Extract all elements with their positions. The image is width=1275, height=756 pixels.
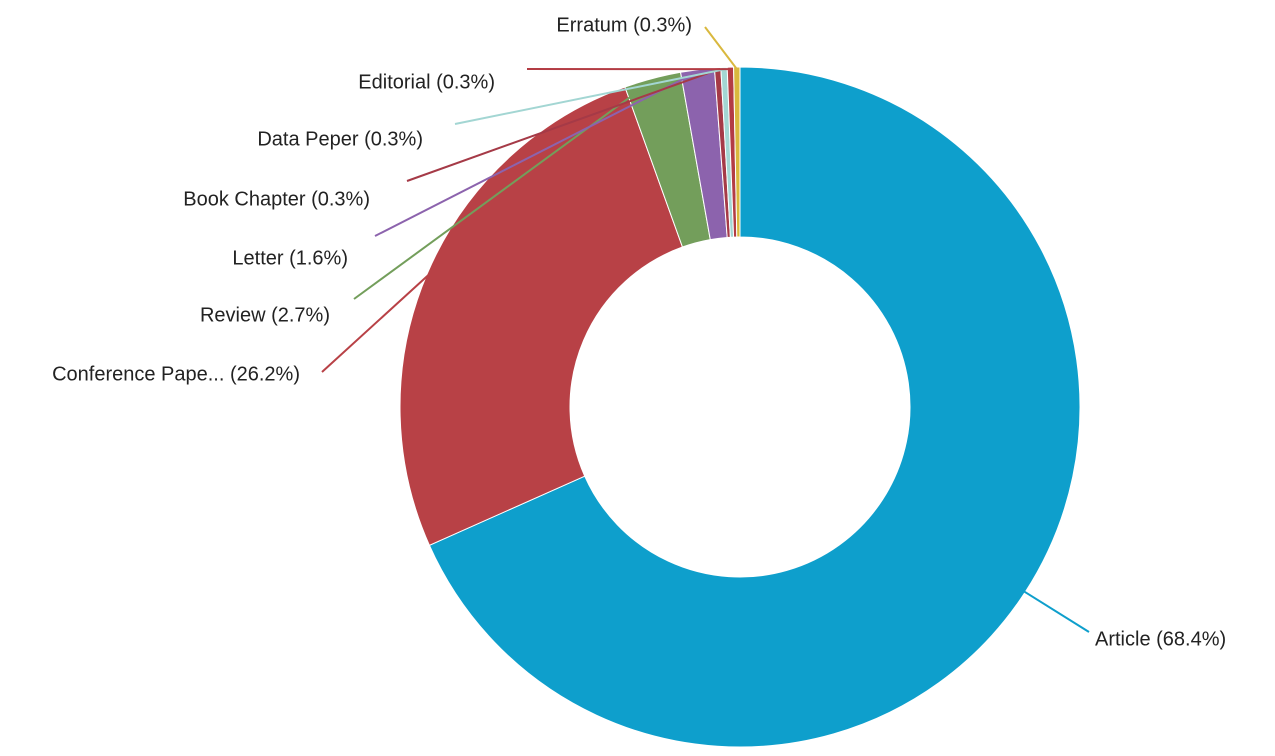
label-review: Review (2.7%) [200, 304, 330, 326]
leader-line-article [1022, 590, 1090, 633]
leader-line-review [353, 79, 654, 300]
label-article: Article (68.4%) [1095, 628, 1226, 650]
leader-line-conference-paper [321, 273, 430, 373]
labels-layer: Article (68.4%) Conference Pape... (26.2%… [52, 14, 1226, 650]
label-book-chapter: Book Chapter (0.3%) [183, 188, 370, 210]
label-letter: Letter (1.6%) [232, 247, 348, 269]
slices-layer [399, 66, 1081, 748]
leader-line-erratum [704, 26, 738, 70]
label-data-peper: Data Peper (0.3%) [257, 128, 423, 150]
slice-conference-paper [399, 86, 684, 546]
leader-lines-layer [321, 26, 1090, 633]
label-editorial: Editorial (0.3%) [358, 71, 495, 93]
slice-article [428, 66, 1081, 748]
leader-line-data-peper [454, 68, 725, 125]
leader-line-book-chapter [406, 68, 719, 182]
leader-line-letter [374, 70, 699, 237]
label-conference-paper: Conference Pape... (26.2%) [52, 363, 300, 385]
label-erratum: Erratum (0.3%) [556, 14, 692, 36]
